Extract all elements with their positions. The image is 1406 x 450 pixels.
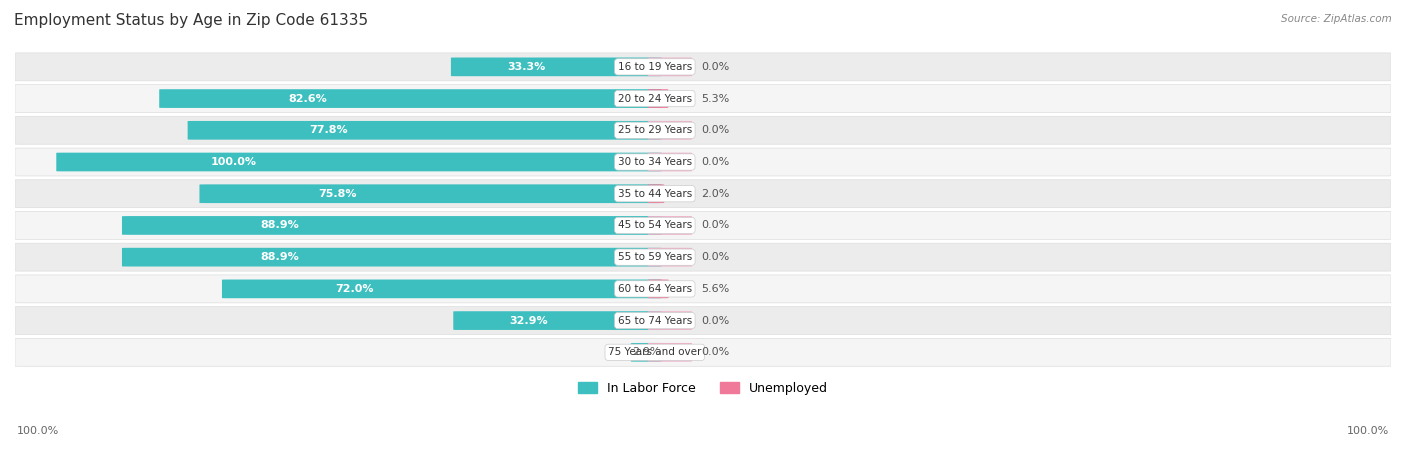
Text: 75 Years and over: 75 Years and over [609,347,702,357]
Legend: In Labor Force, Unemployed: In Labor Force, Unemployed [572,377,834,400]
Text: 100.0%: 100.0% [17,427,59,436]
FancyBboxPatch shape [648,216,692,235]
Text: 0.0%: 0.0% [702,157,730,167]
Text: Employment Status by Age in Zip Code 61335: Employment Status by Age in Zip Code 613… [14,14,368,28]
Text: 30 to 34 Years: 30 to 34 Years [617,157,692,167]
Text: 32.9%: 32.9% [509,315,547,326]
FancyBboxPatch shape [56,153,662,171]
Text: 0.0%: 0.0% [702,220,730,230]
FancyBboxPatch shape [15,148,1391,176]
FancyBboxPatch shape [159,89,662,108]
Text: 25 to 29 Years: 25 to 29 Years [617,125,692,135]
FancyBboxPatch shape [15,117,1391,144]
FancyBboxPatch shape [122,216,662,235]
Text: 20 to 24 Years: 20 to 24 Years [617,94,692,104]
FancyBboxPatch shape [648,58,692,76]
FancyBboxPatch shape [200,184,662,203]
Text: 100.0%: 100.0% [211,157,257,167]
Text: 60 to 64 Years: 60 to 64 Years [617,284,692,294]
FancyBboxPatch shape [648,248,692,266]
FancyBboxPatch shape [15,85,1391,112]
FancyBboxPatch shape [122,248,662,266]
Text: 45 to 54 Years: 45 to 54 Years [617,220,692,230]
FancyBboxPatch shape [648,311,692,330]
FancyBboxPatch shape [15,53,1391,81]
FancyBboxPatch shape [187,121,662,140]
FancyBboxPatch shape [15,180,1391,208]
Text: 5.6%: 5.6% [702,284,730,294]
Text: 0.0%: 0.0% [702,347,730,357]
Text: Source: ZipAtlas.com: Source: ZipAtlas.com [1281,14,1392,23]
Text: 0.0%: 0.0% [702,315,730,326]
FancyBboxPatch shape [451,58,662,76]
Text: 16 to 19 Years: 16 to 19 Years [617,62,692,72]
Text: 2.0%: 2.0% [702,189,730,199]
Text: 0.0%: 0.0% [702,62,730,72]
FancyBboxPatch shape [648,121,692,140]
FancyBboxPatch shape [648,343,692,362]
Text: 72.0%: 72.0% [336,284,374,294]
Text: 35 to 44 Years: 35 to 44 Years [617,189,692,199]
FancyBboxPatch shape [15,243,1391,271]
Text: 5.3%: 5.3% [702,94,730,104]
Text: 65 to 74 Years: 65 to 74 Years [617,315,692,326]
FancyBboxPatch shape [15,275,1391,303]
Text: 88.9%: 88.9% [260,252,299,262]
Text: 100.0%: 100.0% [1347,427,1389,436]
FancyBboxPatch shape [453,311,662,330]
FancyBboxPatch shape [15,212,1391,239]
Text: 75.8%: 75.8% [319,189,357,199]
FancyBboxPatch shape [631,343,662,362]
Text: 0.0%: 0.0% [702,125,730,135]
FancyBboxPatch shape [648,279,669,298]
Text: 88.9%: 88.9% [260,220,299,230]
Text: 33.3%: 33.3% [508,62,546,72]
Text: 82.6%: 82.6% [288,94,328,104]
FancyBboxPatch shape [648,89,668,108]
Text: 0.0%: 0.0% [702,252,730,262]
FancyBboxPatch shape [648,153,692,171]
FancyBboxPatch shape [648,184,664,203]
Text: 55 to 59 Years: 55 to 59 Years [617,252,692,262]
Text: 77.8%: 77.8% [309,125,349,135]
FancyBboxPatch shape [15,306,1391,334]
FancyBboxPatch shape [222,279,662,298]
Text: 2.9%: 2.9% [633,347,661,357]
FancyBboxPatch shape [15,338,1391,366]
